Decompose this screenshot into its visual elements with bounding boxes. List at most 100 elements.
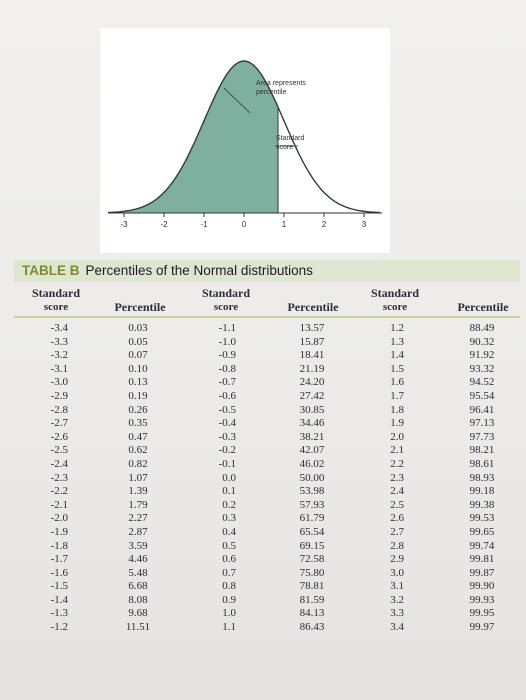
table-cell: -1.2 bbox=[50, 621, 68, 634]
table-cell: 2.8 bbox=[390, 539, 404, 552]
table-cell: -0.4 bbox=[218, 417, 236, 430]
table-cell: 1.5 bbox=[390, 362, 404, 375]
table-cell: 98.61 bbox=[469, 457, 495, 470]
table-cell: 86.43 bbox=[299, 621, 325, 634]
table-cell: 61.79 bbox=[299, 512, 325, 525]
table-cell: 2.87 bbox=[128, 525, 148, 538]
area-annotation-line-2: percentile bbox=[256, 89, 286, 96]
table-cell: 0.0 bbox=[222, 471, 236, 484]
table-cell: -0.1 bbox=[218, 457, 236, 470]
table-cell: -2.1 bbox=[50, 498, 68, 511]
table-cell: 42.07 bbox=[299, 444, 325, 457]
table-cell: 2.27 bbox=[128, 512, 148, 525]
table-cell: 1.6 bbox=[390, 376, 404, 389]
table-cell: 84.13 bbox=[299, 607, 325, 620]
table-cell: 15.87 bbox=[299, 335, 325, 348]
table-cell: -1.5 bbox=[50, 580, 68, 593]
table-cell: -1.8 bbox=[50, 539, 68, 552]
table-cell: 78.81 bbox=[299, 580, 325, 593]
table-cell: 11.51 bbox=[125, 621, 151, 634]
score-annotation-line-1: Standard bbox=[276, 135, 305, 142]
table-cell: 18.41 bbox=[299, 349, 325, 362]
header-standard-score-2: Standard score bbox=[201, 286, 251, 313]
table-cell: 2.6 bbox=[390, 512, 404, 525]
table-cell: 53.98 bbox=[299, 485, 325, 498]
table-cell: -0.6 bbox=[218, 389, 236, 402]
table-cell: -2.8 bbox=[50, 403, 68, 416]
z-column-2: -1.1 -1.0 -0.9 -0.8 -0.7 -0.6 -0.5 -0.4 -0.3 -0.2… bbox=[196, 322, 236, 635]
density-curve bbox=[107, 60, 381, 214]
table-caption: TABLE B Percentiles of the Normal distrib… bbox=[22, 263, 313, 278]
header-percentile-1: Percentile bbox=[114, 300, 166, 314]
table-cell: 0.9 bbox=[222, 593, 236, 606]
header-standard-score-3: Standard score bbox=[370, 286, 420, 313]
table-cell: 2.5 bbox=[390, 498, 404, 511]
table-cell: 4.46 bbox=[128, 553, 148, 566]
table-cell: 99.95 bbox=[469, 607, 495, 620]
table-cell: 27.42 bbox=[299, 389, 325, 402]
table-cell: 65.54 bbox=[299, 525, 325, 538]
table-cell: 0.3 bbox=[222, 512, 236, 525]
table-cell: 1.3 bbox=[390, 335, 404, 348]
table-cell: 1.1 bbox=[222, 621, 236, 634]
table-cell: -0.9 bbox=[218, 349, 236, 362]
table-cell: 91.92 bbox=[469, 349, 495, 362]
table-cell: 99.93 bbox=[469, 593, 495, 606]
table-cell: 0.10 bbox=[128, 362, 148, 375]
table-cell: -0.2 bbox=[218, 444, 236, 457]
table-cell: 3.4 bbox=[390, 621, 404, 634]
table-cell: 0.6 bbox=[222, 553, 236, 566]
table-label: TABLE B bbox=[22, 263, 80, 278]
table-cell: 2.9 bbox=[390, 553, 404, 566]
table-cell: -2.7 bbox=[50, 417, 68, 430]
table-cell: 99.97 bbox=[469, 621, 495, 634]
table-cell: 99.90 bbox=[469, 580, 495, 593]
table-cell: 3.2 bbox=[390, 593, 404, 606]
table-cell: 0.4 bbox=[222, 525, 236, 538]
table-cell: 2.1 bbox=[390, 444, 404, 457]
table-cell: 2.7 bbox=[390, 525, 404, 538]
table-cell: 6.68 bbox=[128, 580, 148, 593]
table-cell: -1.0 bbox=[218, 335, 236, 348]
table-cell: -2.6 bbox=[50, 430, 68, 443]
table-cell: 0.47 bbox=[128, 430, 148, 443]
table-cell: 24.20 bbox=[299, 376, 325, 389]
table-cell: 72.58 bbox=[299, 553, 325, 566]
table-cell: 0.05 bbox=[128, 335, 148, 348]
z-column-3: 1.2 1.3 1.4 1.5 1.6 1.7 1.8 1.9 2.0 2.1 2.2 2.3 2.4 2… bbox=[364, 322, 404, 635]
percentile-column-2: 13.57 15.87 18.41 21.19 24.20 27.42 30.85 34.46… bbox=[284, 322, 340, 635]
table-cell: -0.3 bbox=[218, 430, 236, 443]
z-column-1: -3.4 -3.3 -3.2 -3.1 -3.0 -2.9 -2.8 -2.7 -2.6 -2.5… bbox=[28, 322, 68, 635]
table-cell: -1.3 bbox=[50, 607, 68, 620]
table-cell: 57.93 bbox=[299, 498, 325, 511]
table-cell: 99.74 bbox=[469, 539, 495, 552]
header-percentile-3: Percentile bbox=[457, 300, 509, 314]
x-tick-label: -2 bbox=[160, 220, 168, 229]
table-cell: 0.7 bbox=[222, 566, 236, 579]
table-cell: 1.39 bbox=[128, 485, 148, 498]
table-cell: 3.1 bbox=[390, 580, 404, 593]
x-tick-label: -3 bbox=[120, 220, 128, 229]
table-cell: 2.4 bbox=[390, 485, 404, 498]
table-cell: -3.4 bbox=[50, 322, 68, 334]
table-cell: 1.2 bbox=[390, 322, 404, 334]
x-axis-ticks: -3 -2 -1 0 1 2 3 bbox=[120, 213, 367, 229]
table-cell: 93.32 bbox=[469, 362, 495, 375]
table-cell: 94.52 bbox=[469, 376, 495, 389]
table-cell: 30.85 bbox=[299, 403, 325, 416]
x-tick-label: -1 bbox=[200, 220, 208, 229]
table-cell: 1.7 bbox=[390, 389, 404, 402]
table-cell: 13.57 bbox=[299, 322, 325, 334]
table-cell: -2.0 bbox=[50, 512, 68, 525]
table-cell: 9.68 bbox=[128, 607, 148, 620]
table-cell: -3.1 bbox=[50, 362, 68, 375]
table-cell: 99.38 bbox=[469, 498, 495, 511]
table-cell: -0.5 bbox=[218, 403, 236, 416]
normal-curve-figure: -3 -2 -1 0 1 2 3 Area represents percentile St… bbox=[100, 28, 390, 253]
table-cell: 5.48 bbox=[128, 566, 148, 579]
table-cell: 0.07 bbox=[128, 349, 148, 362]
table-cell: 1.4 bbox=[390, 349, 404, 362]
x-tick-label: 0 bbox=[242, 220, 247, 229]
table-cell: -0.7 bbox=[218, 376, 236, 389]
